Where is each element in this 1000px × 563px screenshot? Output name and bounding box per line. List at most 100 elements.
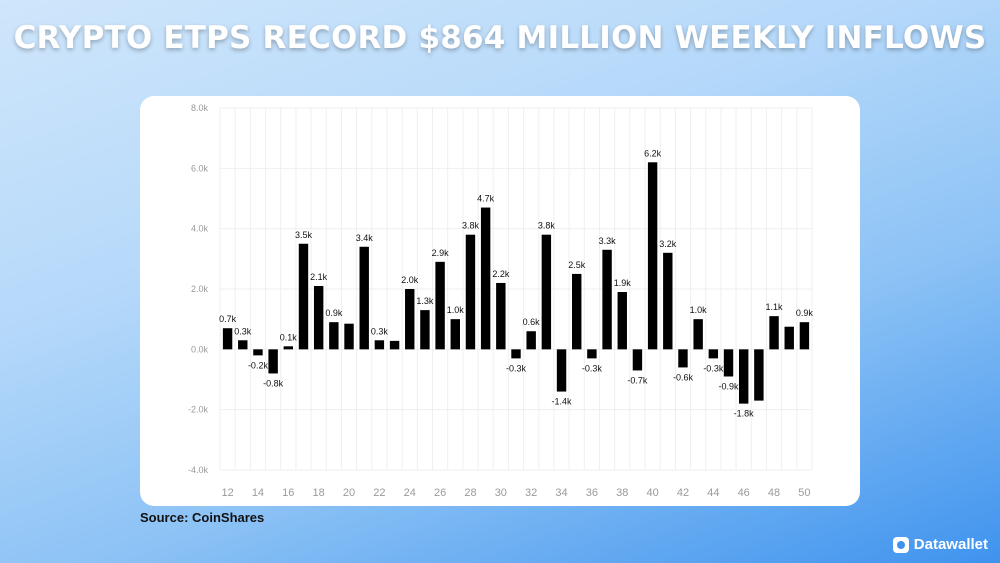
y-tick-label: 0.0k [191, 344, 209, 354]
x-tick-label: 44 [707, 487, 719, 499]
data-label: -0.3k [582, 363, 603, 373]
bar [526, 331, 536, 350]
data-label: 2.0k [401, 275, 419, 285]
brand-name: Datawallet [913, 536, 988, 553]
x-tick-label: 24 [404, 487, 416, 499]
data-label: -0.3k [703, 363, 724, 373]
data-label: 3.2k [659, 239, 677, 249]
data-label: -0.9k [719, 381, 740, 391]
bar [450, 319, 460, 350]
data-label: 0.9k [325, 308, 343, 318]
bar [298, 243, 309, 350]
bar [738, 349, 749, 404]
y-tick-label: -4.0k [188, 465, 209, 475]
bar [693, 319, 703, 350]
bar [541, 234, 552, 350]
bar [769, 316, 779, 350]
data-label: -0.3k [506, 363, 527, 373]
bar [465, 234, 476, 350]
bar [283, 346, 294, 350]
bar [587, 349, 597, 359]
bar [602, 249, 612, 350]
bar [344, 323, 354, 350]
bar [784, 326, 794, 350]
bar [708, 349, 719, 359]
x-tick-label: 28 [464, 487, 476, 499]
bar-chart: 8.0k 6.0k 4.0k 2.0k 0.0k -2.0k -4.0k 12 14 16 18 2… [188, 103, 813, 499]
data-label: 3.8k [538, 221, 556, 231]
y-tick-label: 4.0k [191, 224, 209, 234]
bar [389, 340, 400, 350]
data-label: -1.4k [552, 397, 573, 407]
data-label: -0.8k [263, 378, 284, 388]
y-tick-label: 6.0k [191, 163, 209, 173]
chart-card: 8.0k 6.0k 4.0k 2.0k 0.0k -2.0k -4.0k 12 14 16 18 2… [140, 96, 860, 506]
bar [238, 340, 248, 350]
x-axis: 12 14 16 18 20 22 24 26 28 30 32 34 36 38 40 42 44 46 48 50 [221, 487, 810, 499]
x-tick-label: 26 [434, 487, 446, 499]
bar-series [222, 162, 810, 404]
y-tick-label: 2.0k [191, 284, 209, 294]
bar [632, 349, 643, 371]
x-tick-label: 14 [252, 487, 264, 499]
bar [678, 349, 688, 368]
x-tick-label: 22 [373, 487, 385, 499]
chart-grid [219, 107, 813, 471]
x-tick-label: 46 [738, 487, 750, 499]
bar [268, 349, 278, 374]
x-tick-label: 50 [798, 487, 810, 499]
data-label: 1.9k [614, 278, 632, 288]
data-label: 3.5k [295, 230, 313, 240]
bar [374, 340, 385, 350]
x-tick-label: 16 [282, 487, 294, 499]
x-tick-label: 30 [495, 487, 507, 499]
bar [435, 261, 445, 350]
bar [222, 328, 233, 350]
data-label: 0.7k [219, 314, 237, 324]
data-label: 0.3k [234, 326, 252, 336]
bar [617, 292, 627, 350]
y-tick-label: 8.0k [191, 103, 209, 113]
data-label: -0.7k [627, 375, 648, 385]
bar [329, 322, 339, 350]
x-tick-label: 12 [221, 487, 233, 499]
x-tick-label: 32 [525, 487, 537, 499]
bar [663, 252, 673, 350]
data-label: -0.6k [673, 372, 694, 382]
data-label: 0.9k [796, 308, 814, 318]
data-label: 4.7k [477, 194, 495, 204]
data-label: -1.8k [734, 409, 755, 419]
x-tick-label: 38 [616, 487, 628, 499]
x-tick-label: 40 [646, 487, 658, 499]
data-label: 1.3k [416, 296, 434, 306]
data-label: 0.6k [523, 317, 541, 327]
headline: CRYPTO ETPS RECORD $864 MILLION WEEKLY I… [13, 20, 987, 56]
data-labels: 0.7k 0.3k -0.2k -0.8k 0.1k 3.5k 2.1k 0.9k 3.4k 0.… [219, 148, 813, 418]
bar [420, 310, 430, 350]
bar [511, 349, 521, 359]
bar [480, 207, 491, 350]
x-tick-label: 48 [768, 487, 780, 499]
bar [723, 349, 734, 377]
bar [754, 349, 764, 401]
bar [556, 349, 567, 392]
data-label: 6.2k [644, 148, 662, 158]
data-label: 3.8k [462, 221, 480, 231]
bar [253, 349, 263, 356]
bar [405, 289, 415, 350]
data-label: 2.2k [492, 269, 510, 279]
bar [359, 246, 369, 350]
x-tick-label: 42 [677, 487, 689, 499]
data-label: 1.0k [690, 305, 708, 315]
data-label: 2.1k [310, 272, 328, 282]
y-tick-label: -2.0k [188, 405, 209, 415]
data-label: 3.3k [599, 236, 617, 246]
data-label: 0.3k [371, 326, 389, 336]
brand-logo: Datawallet [892, 536, 988, 553]
data-label: 3.4k [356, 233, 374, 243]
data-label: -0.2k [248, 360, 269, 370]
x-tick-label: 36 [586, 487, 598, 499]
data-label: 2.9k [432, 248, 450, 258]
bar [572, 273, 582, 350]
bar [647, 162, 658, 350]
